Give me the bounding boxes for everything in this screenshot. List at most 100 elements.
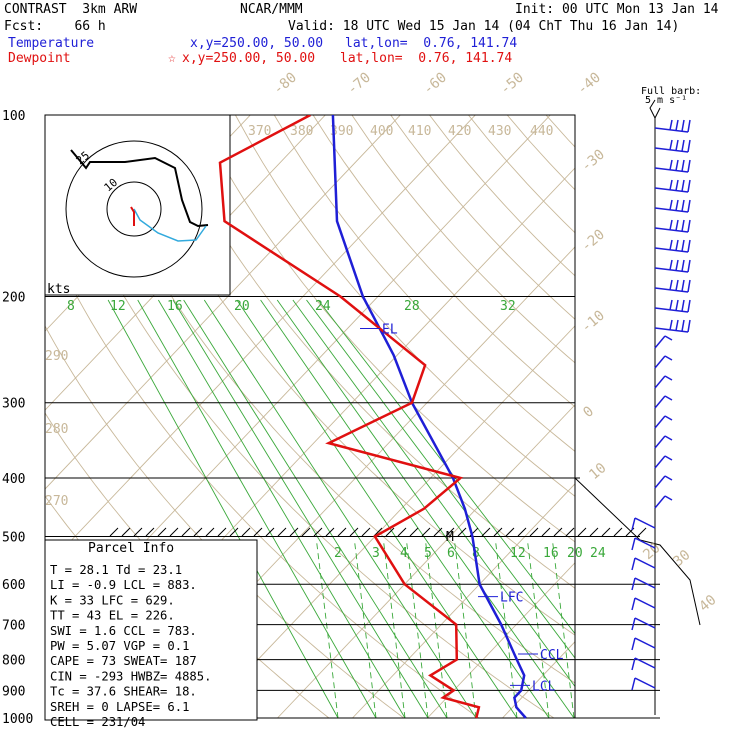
temperature-tick-label: -50: [497, 70, 527, 99]
mixing-ratio-line: [405, 539, 429, 719]
pressure-tick-label: 100: [2, 109, 25, 124]
mixing-ratio-label: 20: [567, 546, 583, 561]
freezing-hatch: [157, 527, 167, 537]
wind-barb-shaft: [654, 375, 666, 389]
freezing-hatch: [205, 527, 215, 537]
freezing-hatch: [385, 527, 395, 537]
level-label-lcl: LCL: [532, 679, 556, 694]
isotherm-line: [277, 404, 575, 719]
wind-barb-feather: [687, 259, 691, 273]
hodograph-low-level-trace: [130, 206, 135, 226]
dry-adiabat-line: [45, 124, 555, 719]
theta-tick-label: 400: [370, 124, 393, 139]
wind-barb-feather: [681, 319, 685, 332]
mixing-ratio-line: [618, 540, 640, 718]
dry-adiabat-line: [351, 115, 575, 364]
theta-tick-label: 280: [45, 422, 68, 437]
init-time: Init: 00 UTC Mon 13 Jan 14: [515, 2, 719, 17]
wind-barb-feather: [681, 219, 685, 232]
wind-barb-feather: [669, 219, 673, 231]
level-label-ccl: CCL: [540, 648, 564, 663]
parcel-info-row: LI = -0.9 LCL = 883.: [50, 578, 197, 592]
wind-barb: [654, 375, 673, 389]
mixing-ratio-line: [353, 539, 377, 719]
wind-barb-shaft: [654, 455, 666, 469]
wind-barb-feather: [681, 199, 685, 212]
parcel-info-row: T = 28.1 Td = 23.1: [50, 563, 182, 577]
wind-barb: [631, 557, 656, 571]
theta-tick-label: 410: [408, 124, 431, 139]
parcel-info-row: K = 33 LFC = 629.: [50, 593, 175, 607]
wind-barb-feather: [669, 259, 673, 271]
wind-barb-feather: [664, 475, 673, 481]
wind-barb-feather: [669, 179, 673, 191]
moist-adiabat-line: [276, 299, 575, 719]
wind-barb-feather: [687, 219, 691, 233]
moist-adiabat-line: [317, 299, 575, 635]
wind-barb-feather: [631, 597, 636, 611]
mixing-ratio-label: 3: [372, 546, 380, 561]
moist-adiabat-line: [203, 299, 477, 719]
wind-barb-feather: [664, 395, 673, 401]
wind-barb-feather: [669, 139, 673, 151]
theta-tick-label: 440: [530, 124, 553, 139]
isotherm-line: [202, 325, 575, 719]
wind-barb-feather: [681, 159, 685, 172]
wind-barb-shaft: [634, 537, 656, 549]
theta-tick-label: 420: [448, 124, 471, 139]
wind-barb-feather: [664, 335, 673, 341]
dewpoint-legend-marker: ☆: [168, 51, 176, 66]
wind-barb-feather: [664, 355, 673, 361]
hodograph-storm-trace: [133, 208, 207, 242]
temperature-tick-label: 30: [670, 547, 693, 570]
wind-staff-top: [649, 99, 661, 119]
wind-barb-feather: [675, 299, 679, 311]
freezing-hatch: [445, 527, 455, 537]
mixing-ratio-line: [424, 539, 448, 719]
freezing-hatch: [541, 527, 551, 537]
mixing-ratio-line: [315, 539, 339, 719]
wind-barb-shaft: [654, 355, 666, 369]
mixing-ratio-label: 2: [334, 546, 342, 561]
mixing-ratio-label: 16: [543, 546, 559, 561]
parcel-info-box: Parcel Info T = 28.1 Td = 23.1LI = -0.9 L…: [44, 539, 258, 729]
temperature-tick-label: -60: [420, 70, 450, 99]
wind-barb-feather: [664, 455, 673, 461]
freezing-hatch: [565, 527, 575, 537]
isotherm-line: [45, 115, 476, 569]
freezing-hatch: [133, 527, 143, 537]
dry-adiabat-line: [506, 115, 575, 191]
freezing-hatch: [361, 527, 371, 537]
wind-barb: [631, 597, 656, 611]
pressure-tick-label: 600: [2, 578, 25, 593]
wind-barb-shaft: [634, 597, 656, 609]
wind-barb-feather: [681, 299, 685, 312]
pressure-tick-label: 900: [2, 684, 25, 699]
wind-barb-shaft: [654, 495, 666, 509]
wind-barb: [654, 219, 691, 233]
freezing-level-marker: M: [446, 530, 454, 545]
hodograph-ring-inner: [106, 181, 162, 237]
dry-adiabat-line: [663, 115, 740, 718]
wind-barb: [654, 279, 691, 293]
wind-barb: [654, 179, 691, 193]
wind-barb-feather: [681, 259, 685, 272]
wind-barb-feather: [669, 159, 673, 171]
freezing-hatch: [421, 527, 431, 537]
mixing-ratio-label: 5: [424, 546, 432, 561]
hodograph-ring-outer: [65, 140, 203, 278]
hodograph-wind-trace: [70, 149, 209, 228]
wind-barb-shaft: [634, 677, 656, 689]
wind-barb: [631, 637, 656, 651]
dry-adiabat-line: [273, 115, 575, 452]
wind-barb-feather: [687, 179, 691, 193]
wind-barb-feather: [669, 319, 673, 331]
wind-barb-feather: [675, 239, 679, 251]
wind-barb: [654, 435, 673, 449]
wind-barb: [654, 119, 691, 133]
theta-tick-label: 270: [45, 494, 68, 509]
dry-adiabat-line: [429, 115, 575, 277]
pressure-tick-label: 800: [2, 654, 25, 669]
wind-barb: [654, 355, 673, 369]
